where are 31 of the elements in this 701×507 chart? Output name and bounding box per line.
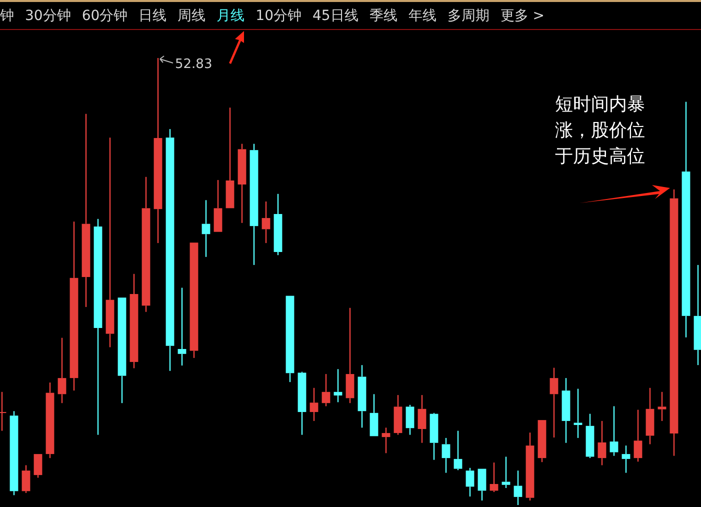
candlestick bbox=[586, 413, 594, 459]
candlestick bbox=[490, 462, 498, 493]
text: 季线 bbox=[369, 6, 398, 24]
text: 60分钟 bbox=[82, 6, 128, 24]
candlestick bbox=[562, 377, 570, 444]
text: 日线 bbox=[138, 6, 167, 24]
candlestick bbox=[262, 200, 270, 244]
text: 年线 bbox=[408, 6, 436, 24]
candlestick bbox=[154, 57, 162, 244]
candlestick bbox=[202, 200, 210, 258]
candlestick bbox=[106, 136, 114, 348]
candlestick bbox=[550, 367, 558, 438]
candlestick bbox=[658, 391, 666, 422]
candlestick bbox=[682, 101, 690, 338]
annotation: 52.83 bbox=[175, 57, 212, 72]
candlestick bbox=[178, 287, 186, 366]
text: 月线 bbox=[216, 6, 245, 24]
text: 30分钟 bbox=[25, 6, 71, 24]
text: 周线 bbox=[178, 6, 206, 24]
text: 10分钟 bbox=[256, 6, 302, 24]
text: 多周期 bbox=[447, 6, 490, 24]
candlestick bbox=[82, 113, 90, 308]
candlestick bbox=[70, 221, 78, 392]
candlestick bbox=[358, 364, 366, 428]
text: 更多 > bbox=[500, 6, 544, 24]
annotation: 短时间内暴涨，股价位于历史高位 bbox=[555, 93, 646, 169]
candlestick bbox=[418, 394, 426, 444]
candlestick bbox=[694, 264, 701, 366]
text: 45日线 bbox=[312, 6, 358, 24]
text: 钟 bbox=[0, 6, 14, 24]
candlestick bbox=[430, 412, 438, 460]
